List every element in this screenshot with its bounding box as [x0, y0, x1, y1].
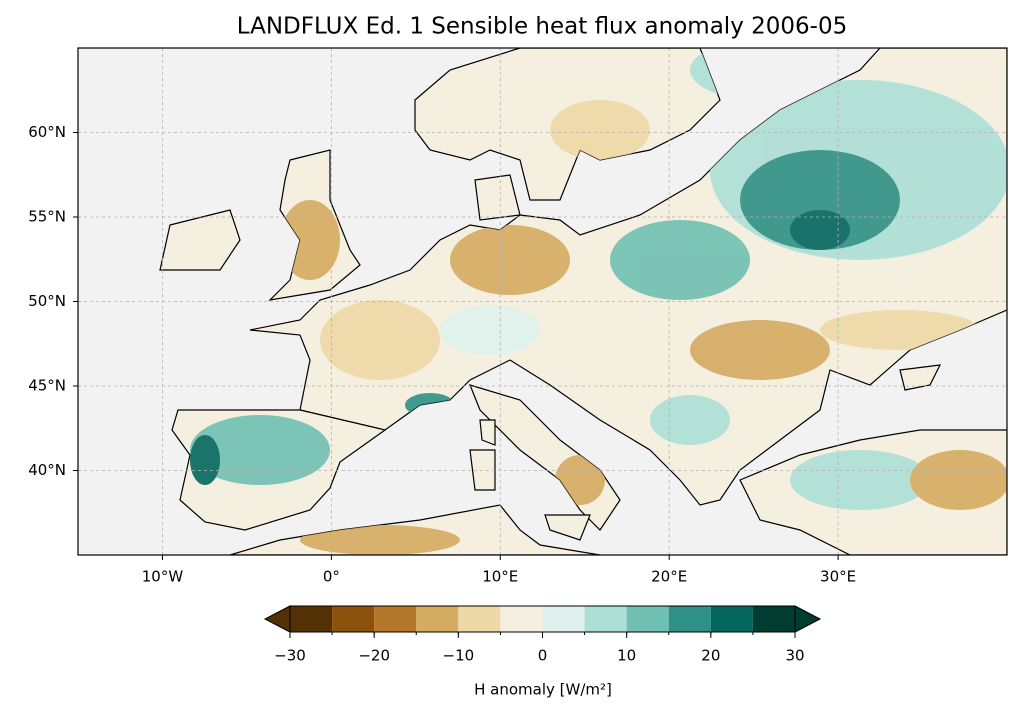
x-tick-label: 10°W [142, 568, 184, 586]
anomaly-patch [790, 210, 850, 250]
anomaly-patch [690, 320, 830, 380]
anomaly-patch [740, 150, 900, 250]
x-tick-label: 10°E [482, 568, 518, 586]
y-tick-label: 60°N [28, 123, 66, 141]
chart-title: LANDFLUX Ed. 1 Sensible heat flux anomal… [237, 14, 847, 40]
anomaly-patch [440, 305, 540, 355]
anomaly-patch [320, 300, 440, 380]
anomaly-patch [450, 225, 570, 295]
colorbar-tick-label: 20 [701, 647, 720, 665]
colorbar-bin [500, 606, 543, 632]
anomaly-patch [190, 415, 330, 485]
y-tick-label: 40°N [28, 461, 66, 479]
x-tick-label: 20°E [651, 568, 687, 586]
colorbar-tick-label: −30 [274, 647, 306, 665]
colorbar-label: H anomaly [W/m²] [474, 681, 612, 699]
colorbar-bin [752, 606, 795, 632]
colorbar-bin [374, 606, 417, 632]
y-tick-label: 50°N [28, 292, 66, 310]
anomaly-patch [610, 220, 750, 300]
anomaly-patch [280, 200, 340, 280]
anomaly-patch [300, 525, 460, 555]
colorbar-bin [290, 606, 333, 632]
colorbar-tick-label: 0 [538, 647, 548, 665]
colorbar-bin [542, 606, 585, 632]
colorbar-tick-label: 30 [785, 647, 804, 665]
colorbar-bin [458, 606, 501, 632]
y-tick-label: 55°N [28, 208, 66, 226]
colorbar-extend-max [794, 605, 822, 633]
anomaly-patch [550, 100, 650, 160]
colorbar-extend-min [263, 605, 291, 633]
colorbar-bin [710, 606, 753, 632]
colorbar-bin [668, 606, 711, 632]
anomaly-patch [650, 395, 730, 445]
anomaly-patch [190, 435, 220, 485]
colorbar-bin [584, 606, 627, 632]
x-tick-label: 0° [323, 568, 340, 586]
gridlines [78, 48, 1007, 555]
colorbar-bin [332, 606, 375, 632]
colorbar-tick-label: −20 [358, 647, 390, 665]
colorbar-tick-label: 10 [617, 647, 636, 665]
anomaly-patch [790, 450, 930, 510]
y-tick-label: 45°N [28, 377, 66, 395]
colorbar-bin [626, 606, 669, 632]
x-tick-label: 30°E [820, 568, 856, 586]
colorbar-tick-label: −10 [443, 647, 475, 665]
colorbar-bin [416, 606, 459, 632]
anomaly-patch [910, 450, 1007, 510]
